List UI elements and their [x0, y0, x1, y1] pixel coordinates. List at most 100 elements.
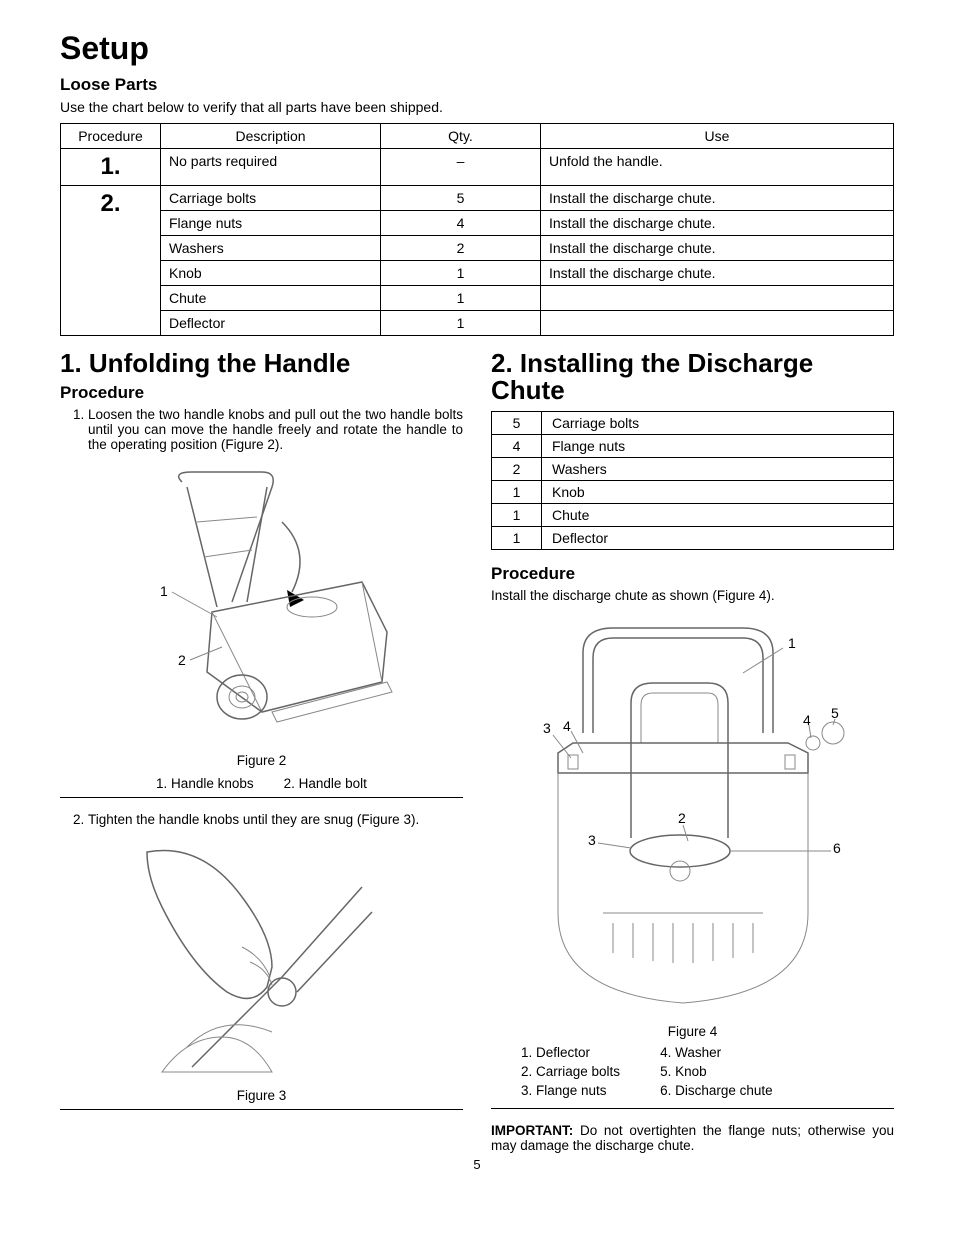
table-row: Chute 1: [61, 286, 894, 311]
figure-2-svg: 1 2: [112, 462, 412, 742]
section1-title: 1. Unfolding the Handle: [60, 350, 463, 377]
cell: Deflector: [542, 526, 894, 549]
cell: [541, 286, 894, 311]
table-row: 1Deflector: [492, 526, 894, 549]
step-text: Tighten the handle knobs until they are …: [88, 812, 463, 827]
proc-num-2: 2.: [61, 186, 161, 336]
cell: Install the discharge chute.: [541, 186, 894, 211]
cell: Carriage bolts: [542, 411, 894, 434]
col-qty: Qty.: [381, 124, 541, 149]
callout: 3: [588, 832, 596, 848]
figure-2-caption: Figure 2: [60, 753, 463, 768]
procedure-heading: Procedure: [60, 383, 463, 403]
callout: 5: [831, 705, 839, 721]
table-row: 5Carriage bolts: [492, 411, 894, 434]
figure-4-svg: 1 3 4 4 5 2 3 6: [513, 613, 873, 1013]
important-label: IMPORTANT:: [491, 1123, 573, 1138]
section-chute: 2. Installing the Discharge Chute 5Carri…: [491, 350, 894, 1153]
callout: 2: [678, 810, 686, 826]
cell: Flange nuts: [542, 434, 894, 457]
callout-2: 2: [178, 652, 186, 668]
cell: 1: [492, 526, 542, 549]
step-text: Install the discharge chute as shown (Fi…: [491, 588, 894, 603]
col-procedure: Procedure: [61, 124, 161, 149]
figure-4-legend: 1. Deflector 2. Carriage bolts 3. Flange…: [491, 1045, 894, 1102]
section2-title: 2. Installing the Discharge Chute: [491, 350, 894, 405]
important-note: IMPORTANT: Do not overtighten the flange…: [491, 1123, 894, 1153]
table-row: Flange nuts 4 Install the discharge chut…: [61, 211, 894, 236]
rule: [491, 1108, 894, 1109]
table-row: Washers 2 Install the discharge chute.: [61, 236, 894, 261]
cell: Unfold the handle.: [541, 149, 894, 186]
cell: Install the discharge chute.: [541, 236, 894, 261]
cell: Chute: [542, 503, 894, 526]
table-row: Knob 1 Install the discharge chute.: [61, 261, 894, 286]
procedure-heading: Procedure: [491, 564, 894, 584]
figure-4-caption: Figure 4: [491, 1024, 894, 1039]
page-title: Setup: [60, 30, 894, 67]
cell: Knob: [542, 480, 894, 503]
table-row: 1. No parts required – Unfold the handle…: [61, 149, 894, 186]
cell: 1: [492, 480, 542, 503]
fig2-legend-1: 1. Handle knobs: [156, 776, 254, 791]
table-row: 2. Carriage bolts 5 Install the discharg…: [61, 186, 894, 211]
cell: No parts required: [161, 149, 381, 186]
col-description: Description: [161, 124, 381, 149]
loose-parts-intro: Use the chart below to verify that all p…: [60, 99, 894, 115]
cell: Install the discharge chute.: [541, 211, 894, 236]
callout: 4: [803, 712, 811, 728]
fig2-legend-2: 2. Handle bolt: [284, 776, 367, 791]
cell: Deflector: [161, 311, 381, 336]
cell: –: [381, 149, 541, 186]
cell: 5: [492, 411, 542, 434]
cell: Washers: [542, 457, 894, 480]
legend-item: 4. Washer: [660, 1045, 773, 1060]
figure-4: 1 3 4 4 5 2 3 6 Figure 4: [491, 613, 894, 1039]
cell: Carriage bolts: [161, 186, 381, 211]
cell: Chute: [161, 286, 381, 311]
table-row: 2Washers: [492, 457, 894, 480]
callout: 4: [563, 718, 571, 734]
cell: 2: [381, 236, 541, 261]
callout: 1: [788, 635, 796, 651]
col-use: Use: [541, 124, 894, 149]
cell: 5: [381, 186, 541, 211]
step-text: Loosen the two handle knobs and pull out…: [88, 407, 463, 452]
cell: Knob: [161, 261, 381, 286]
table-header-row: Procedure Description Qty. Use: [61, 124, 894, 149]
cell: 1: [381, 261, 541, 286]
rule: [60, 797, 463, 798]
cell: 1: [381, 311, 541, 336]
cell: Washers: [161, 236, 381, 261]
page-number: 5: [60, 1157, 894, 1172]
table-row: 1Knob: [492, 480, 894, 503]
legend-item: 6. Discharge chute: [660, 1083, 773, 1098]
cell: 4: [381, 211, 541, 236]
proc-num-1: 1.: [61, 149, 161, 186]
figure-3-caption: Figure 3: [60, 1088, 463, 1103]
figure-2: 1 2 Figure 2: [60, 462, 463, 768]
legend-item: 5. Knob: [660, 1064, 773, 1079]
callout-1: 1: [160, 583, 168, 599]
legend-item: 1. Deflector: [521, 1045, 620, 1060]
callout: 6: [833, 840, 841, 856]
table-row: 4Flange nuts: [492, 434, 894, 457]
legend-item: 2. Carriage bolts: [521, 1064, 620, 1079]
table-row: 1Chute: [492, 503, 894, 526]
loose-parts-heading: Loose Parts: [60, 75, 894, 95]
cell: Flange nuts: [161, 211, 381, 236]
cell: 2: [492, 457, 542, 480]
figure-3: Figure 3: [60, 837, 463, 1103]
figure-3-svg: [132, 837, 392, 1077]
cell: 4: [492, 434, 542, 457]
cell: 1: [492, 503, 542, 526]
loose-parts-table: Procedure Description Qty. Use 1. No par…: [60, 123, 894, 336]
legend-item: 3. Flange nuts: [521, 1083, 620, 1098]
chute-parts-table: 5Carriage bolts 4Flange nuts 2Washers 1K…: [491, 411, 894, 550]
section-unfolding: 1. Unfolding the Handle Procedure Loosen…: [60, 350, 463, 1153]
cell: [541, 311, 894, 336]
table-row: Deflector 1: [61, 311, 894, 336]
cell: Install the discharge chute.: [541, 261, 894, 286]
callout: 3: [543, 720, 551, 736]
rule: [60, 1109, 463, 1110]
